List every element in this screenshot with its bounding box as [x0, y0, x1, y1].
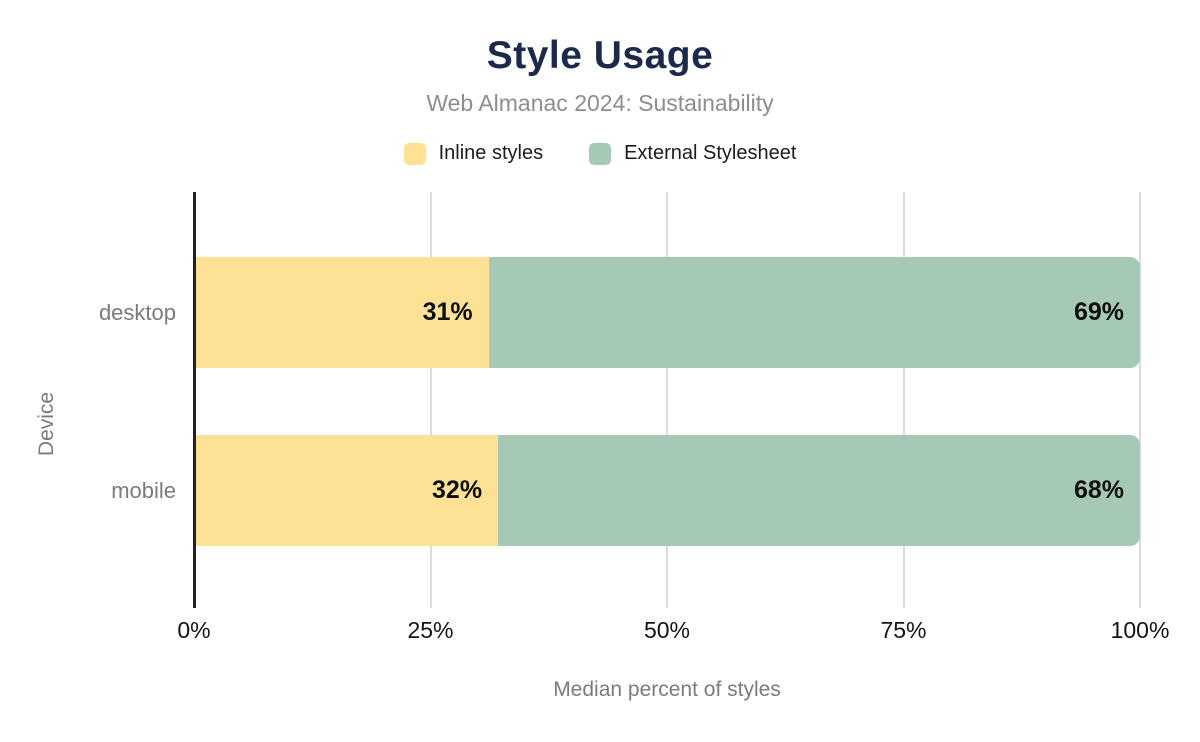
gridline-25: [429, 192, 432, 608]
x-tick-0: 0%: [177, 617, 211, 643]
category-label-desktop: desktop: [98, 299, 176, 325]
x-tick-50: 50%: [643, 617, 691, 643]
bar-mobile: 32% 68%: [196, 435, 1140, 546]
gridline-50: [666, 192, 668, 608]
x-axis: 0% 25% 50% 75% 100%: [177, 617, 1169, 649]
x-axis-title: Median percent of styles: [553, 678, 781, 701]
y-axis-line: [193, 192, 196, 608]
category-label-mobile: mobile: [111, 477, 176, 503]
legend-item-1: External Stylesheet: [589, 142, 796, 165]
bar-segment-mobile-1: 68%: [498, 435, 1140, 546]
legend-swatch-0: [403, 142, 426, 165]
legend-label-1: External Stylesheet: [624, 142, 797, 164]
legend: Inline styles External Stylesheet: [0, 142, 1200, 165]
value-label-desktop-1: 69%: [1073, 298, 1124, 326]
y-axis-title: Device: [35, 391, 58, 457]
legend-label-0: Inline styles: [438, 142, 544, 164]
x-tick-25: 25%: [407, 617, 454, 643]
value-label-mobile-1: 68%: [1073, 476, 1124, 504]
value-label-mobile-0: 32%: [432, 476, 483, 504]
chart-title: Style Usage: [486, 34, 714, 77]
legend-swatch-1: [589, 142, 612, 165]
chart-subtitle: Web Almanac 2024: Sustainability: [426, 90, 774, 116]
bar-segment-desktop-1: 69%: [488, 257, 1140, 368]
gridline-75: [902, 192, 905, 608]
x-tick-100: 100%: [1110, 617, 1170, 643]
plot-area: 31% 69% 32% 68%: [193, 192, 1141, 608]
x-tick-75: 75%: [880, 617, 927, 643]
legend-item-0: Inline styles: [403, 142, 544, 165]
bar-desktop: 31% 69%: [196, 257, 1140, 368]
bar-segment-desktop-0: 31%: [196, 257, 489, 368]
gridline-100: [1139, 192, 1141, 608]
value-label-desktop-0: 31%: [422, 298, 473, 326]
bar-segment-mobile-0: 32%: [196, 435, 499, 546]
